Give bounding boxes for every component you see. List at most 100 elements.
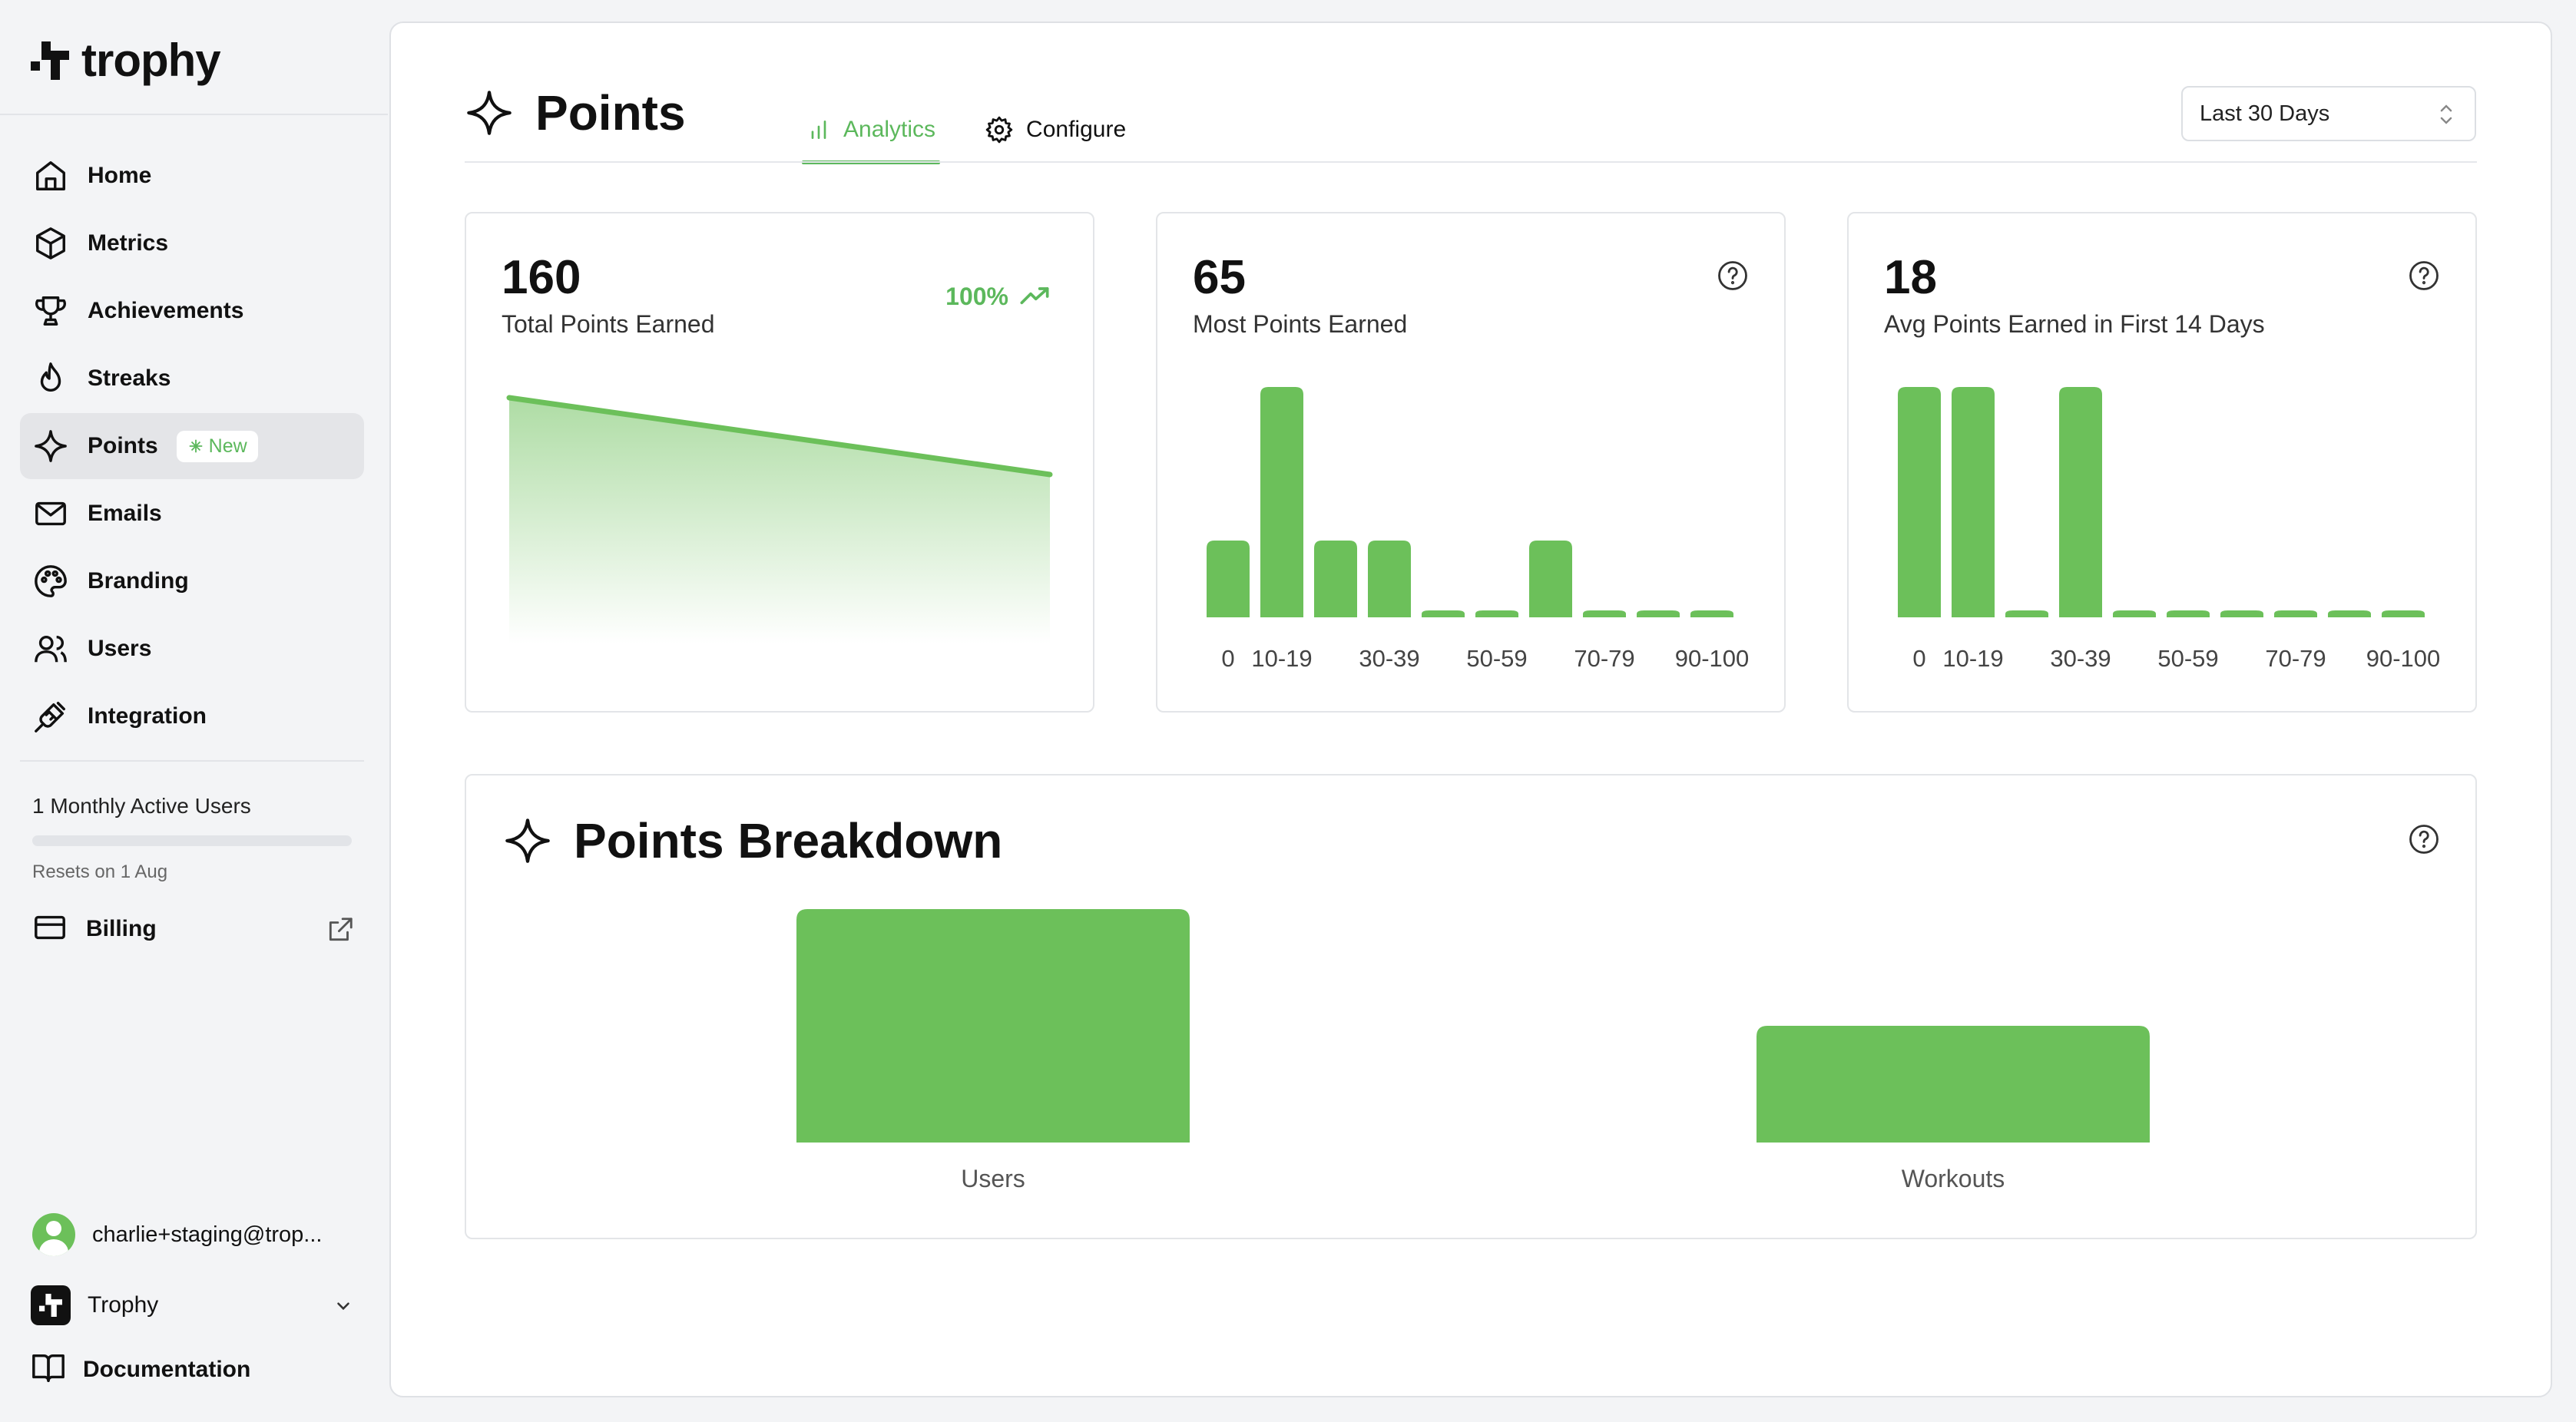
main-panel: Points Analytics Configure Last 30 Days … [389,21,2552,1397]
trend-indicator: 100% [945,281,1050,312]
sidebar-item-home[interactable]: Home [20,143,364,209]
card-label: Most Points Earned [1193,310,1408,338]
sidebar-item-users[interactable]: Users [20,616,364,682]
chevron-down-icon [333,1296,353,1320]
book-icon [31,1350,66,1389]
x-tick-label: 30-39 [2050,645,2111,672]
cube-icon [32,225,69,262]
histogram-bar [1422,610,1465,617]
sidebar-item-branding[interactable]: Branding [20,548,364,614]
sidebar-divider [20,760,364,762]
breakdown-bar [796,909,1190,1143]
org-name: Trophy [88,1292,159,1318]
histogram-bar [2382,610,2425,617]
area-fill [509,398,1050,643]
trending-up-icon [1020,287,1049,305]
total-points-card: 160 Total Points Earned 100% [465,212,1094,713]
sidebar-item-emails[interactable]: Emails [20,481,364,547]
help-icon[interactable] [2408,260,2440,296]
billing-link[interactable]: Billing [32,906,355,952]
histogram-bar [1898,387,1941,617]
sparkle-icon [467,91,512,135]
tab-bar: Analytics Configure [802,97,1131,164]
new-badge-label: New [208,435,247,457]
sidebar-divider [0,114,388,115]
histogram-bar [1475,610,1518,617]
card-label: Total Points Earned [502,310,715,338]
histogram-bar [2167,610,2210,617]
sidebar-item-label: Streaks [88,365,171,391]
x-tick-label: 0 [1912,645,1925,672]
x-tick-label: 70-79 [2265,645,2326,672]
plug-icon [32,698,69,735]
user-account[interactable]: charlie+staging@trop... [32,1213,322,1256]
gear-icon [985,116,1013,144]
breakdown-title: Points Breakdown [574,813,1003,868]
sidebar-item-streaks[interactable]: Streaks [20,346,364,412]
histogram-bar [2059,387,2102,617]
x-tick-label: 90-100 [2366,645,2441,672]
sparkle-icon [505,818,550,863]
new-badge: New [176,430,258,462]
org-logo-icon [31,1285,71,1325]
x-tick-label: 10-19 [1251,645,1312,672]
credit-card-icon [32,910,68,949]
sidebar-item-integration[interactable]: Integration [20,683,364,749]
histogram-bar [2005,610,2048,617]
x-tick-label: 50-59 [1466,645,1527,672]
header-divider [465,161,2477,163]
card-value: 160 [502,251,581,304]
sidebar-item-label: Achievements [88,298,244,323]
help-icon[interactable] [2408,823,2440,859]
trend-value: 100% [945,282,1008,310]
tab-label: Configure [1026,117,1127,142]
sparkles-icon [189,439,202,453]
tab-analytics[interactable]: Analytics [802,97,941,164]
app-name: trophy [81,35,221,86]
sidebar-item-achievements[interactable]: Achievements [20,278,364,344]
sidebar-item-metrics[interactable]: Metrics [20,210,364,276]
card-label: Avg Points Earned in First 14 Days [1884,310,2265,338]
histogram-bar [1583,610,1626,617]
app-logo[interactable]: trophy [31,34,221,87]
tab-label: Analytics [843,117,936,142]
histogram-bar [1529,541,1572,617]
sidebar-item-points[interactable]: Points New [20,413,364,479]
breakdown-bar-chart: Users Workouts [796,909,2150,1192]
external-link-icon [326,915,355,948]
date-range-select[interactable]: Last 30 Days [2181,86,2476,141]
card-value: 18 [1884,251,1937,304]
x-tick-label: Users [961,1165,1025,1192]
sidebar-item-label: Users [88,636,152,661]
histogram-bar [1368,541,1411,617]
avg-points-histogram: 0 10-19 30-39 50-59 70-79 90-100 [1898,387,2441,672]
chevron-updown-icon [2435,101,2458,134]
usage-label: 1 Monthly Active Users [32,794,251,818]
breakdown-bar [1757,1026,2150,1143]
x-tick-label: 50-59 [2157,645,2218,672]
trophy-icon [32,293,69,329]
sidebar-item-label: Branding [88,568,189,594]
x-tick-label: 0 [1221,645,1234,672]
avatar [32,1213,75,1256]
area-line [506,395,1053,478]
page-header: Points [465,84,686,141]
histogram-bar [2328,610,2371,617]
mail-icon [32,495,69,532]
documentation-link[interactable]: Documentation [31,1350,250,1389]
sidebar: trophy Home Metrics Achievements Streak [0,0,388,1422]
tab-configure[interactable]: Configure [980,97,1131,163]
sparkle-icon [32,428,69,465]
points-area-chart [506,395,1053,643]
date-range-value: Last 30 Days [2200,101,2330,126]
sidebar-item-label: Home [88,163,152,188]
histogram-bar [1952,387,1995,617]
histogram-bar [2113,610,2156,617]
points-breakdown-card: Points Breakdown Users Workouts [465,774,2477,1239]
sidebar-item-label: Metrics [88,230,169,256]
help-icon[interactable] [1717,260,1749,296]
org-switcher[interactable]: Trophy [31,1282,353,1328]
x-tick-label: 30-39 [1359,645,1419,672]
trophy-logo-icon [31,41,69,80]
